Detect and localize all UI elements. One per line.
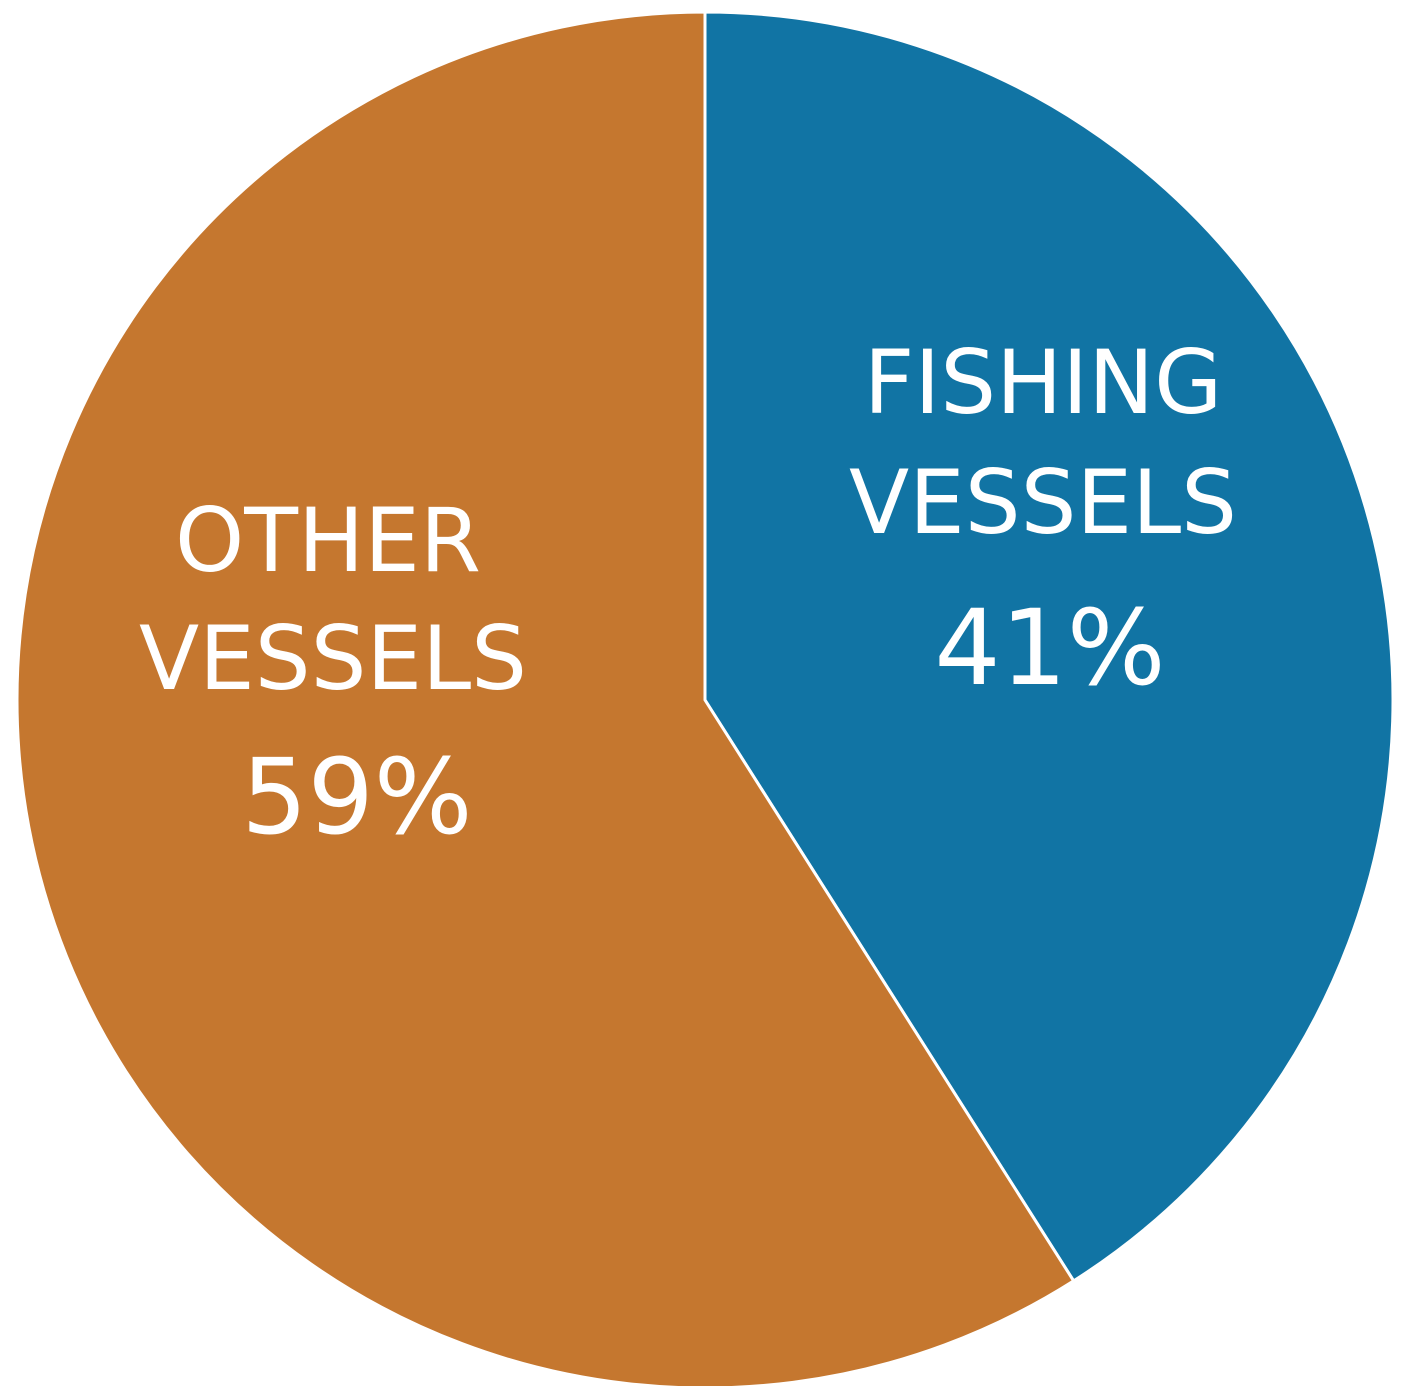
other-vessels-label-line-1: OTHER: [175, 489, 481, 592]
pie-labels: FISHING VESSELS 41% OTHER VESSELS 59%: [139, 331, 1237, 858]
fishing-vessels-value-label: 41%: [934, 587, 1165, 709]
pie-slices: [15, 10, 1395, 1386]
fishing-vessels-label-line-1: FISHING: [864, 331, 1223, 434]
other-vessels-value-label: 59%: [241, 736, 472, 858]
fishing-vessels-label-line-2: VESSELS: [849, 451, 1237, 554]
fishing-vessels-slice: [703, 10, 1395, 1283]
other-vessels-slice: [15, 10, 1076, 1386]
other-vessels-label-line-2: VESSELS: [139, 607, 527, 710]
